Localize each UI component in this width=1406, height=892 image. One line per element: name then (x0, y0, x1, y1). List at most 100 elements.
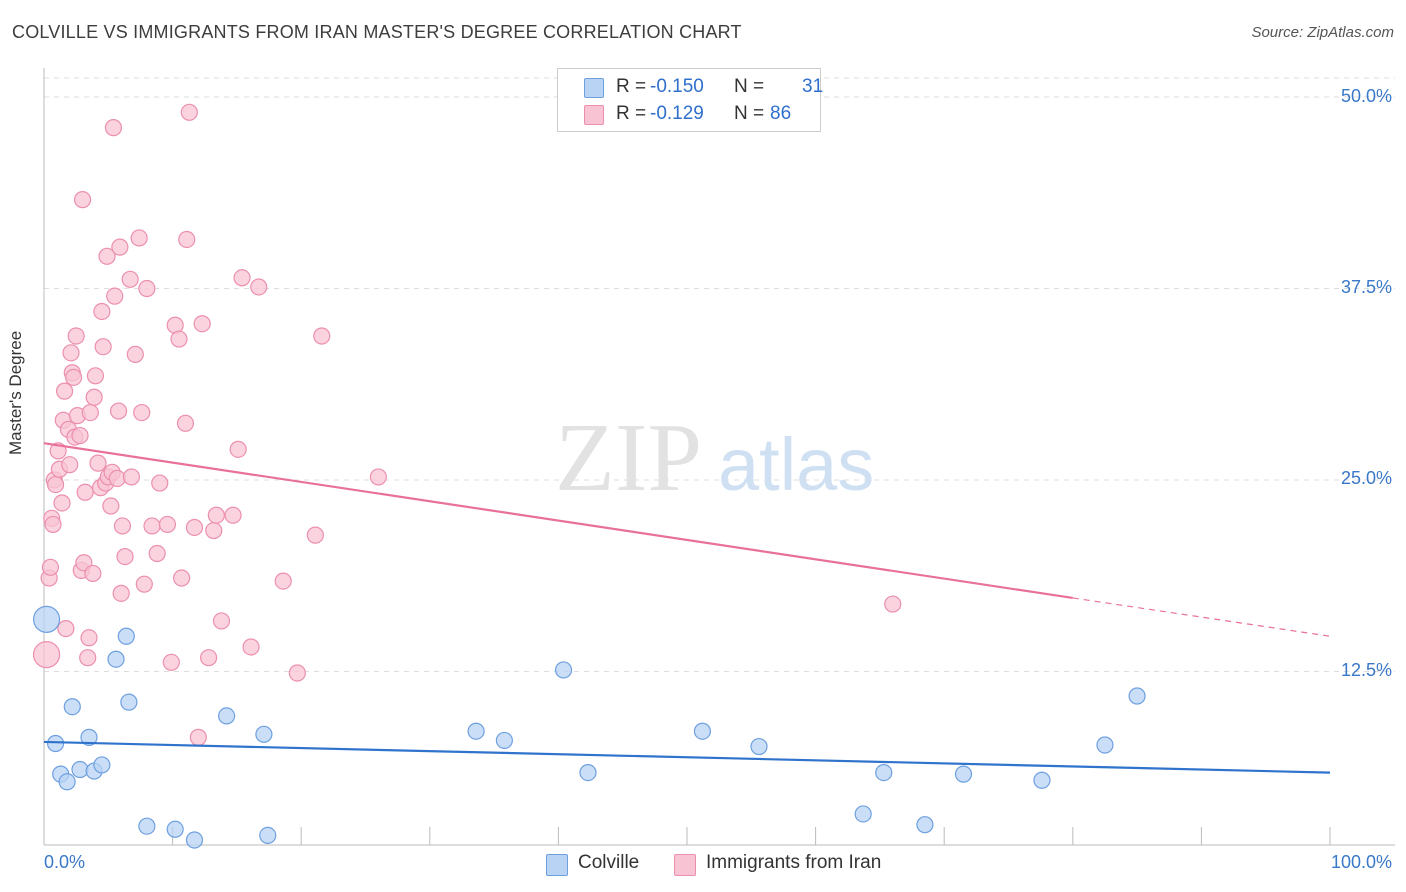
pink-point (41, 558, 60, 576)
pink-point (67, 327, 85, 345)
pink-point (80, 629, 98, 647)
pink-point (93, 302, 111, 321)
blue-point (166, 820, 184, 838)
blue-swatch (584, 78, 604, 98)
pink-point (884, 595, 902, 613)
pink-point (98, 247, 116, 265)
blue-point (80, 728, 98, 746)
pink-point (106, 287, 124, 305)
pink-point (62, 344, 80, 362)
pink-point (224, 506, 242, 524)
pink-point (113, 517, 132, 535)
watermark: ZIP atlas (555, 404, 874, 512)
pink-point (180, 103, 198, 121)
legend-n-value: 31 (802, 76, 824, 97)
pink-point (122, 468, 141, 486)
pink-point (185, 518, 204, 537)
pink-point (89, 454, 107, 472)
pink-point (207, 506, 225, 524)
blue-point (58, 773, 76, 791)
pink-point (76, 483, 94, 501)
stats-legend: R = -0.150 N = 31 R = -0.129 N = 86 (557, 68, 824, 132)
pink-point (71, 426, 89, 445)
blue-point (1128, 687, 1146, 705)
blue-point (107, 650, 125, 668)
pink-point (102, 497, 120, 515)
bottom-legend-iran-label: Immigrants from Iran (706, 852, 882, 873)
pink-point (94, 338, 112, 356)
legend-r-label: R = (616, 103, 647, 124)
pink-point (143, 517, 161, 535)
y-axis-label: Master's Degree (6, 330, 25, 455)
watermark-zip: ZIP (555, 404, 702, 512)
y-tick-label-25: 25.0% (1340, 468, 1392, 488)
pink-point (193, 315, 211, 333)
pink-point (288, 664, 306, 682)
chart-title: COLVILLE VS IMMIGRANTS FROM IRAN MASTER'… (12, 22, 742, 42)
pink-point (176, 414, 195, 432)
blue-point (63, 698, 81, 716)
blue-trend-line (43, 740, 1331, 774)
x-tick-label-min: 0.0% (44, 852, 86, 872)
pink-point (162, 653, 180, 671)
pink-point (250, 278, 268, 296)
blue-point (71, 760, 89, 779)
pink-series-points (32, 103, 902, 746)
pink-point (212, 612, 231, 630)
pink-point (130, 229, 148, 247)
pink-point (109, 402, 128, 420)
legend-r-label: R = (616, 76, 647, 97)
pink-point (85, 388, 103, 406)
blue-point (1096, 736, 1114, 754)
pink-point (126, 345, 144, 363)
pink-point (116, 547, 134, 566)
blue-point (46, 734, 65, 753)
blue-point (916, 816, 934, 834)
pink-point (81, 403, 99, 422)
pink-point (233, 269, 251, 287)
pink-point (189, 728, 207, 746)
pink-point (313, 327, 331, 345)
pink-point (135, 575, 153, 593)
pink-point (173, 569, 191, 587)
legend-n-value: 86 (770, 103, 792, 124)
pink-point (86, 367, 105, 385)
pink-point (53, 494, 71, 512)
blue-point (875, 763, 893, 782)
pink-point (64, 368, 83, 386)
pink-point (73, 191, 92, 209)
y-tick-label-12-5: 12.5% (1340, 660, 1392, 680)
blue-point (467, 722, 485, 740)
blue-point (954, 765, 973, 783)
pink-point (151, 474, 169, 492)
blue-point (579, 763, 597, 782)
pink-point (112, 584, 130, 602)
x-tick-label-max: 100.0% (1330, 852, 1392, 872)
blue-point (693, 722, 712, 740)
y-tick-label-37-5: 37.5% (1340, 277, 1392, 297)
pink-point (200, 649, 218, 667)
blue-point (1033, 771, 1051, 789)
blue-point (138, 817, 156, 835)
blue-point (117, 627, 135, 645)
blue-swatch (546, 854, 568, 876)
pink-point (369, 468, 387, 486)
y-tick-label-50: 50.0% (1340, 86, 1392, 106)
pink-point (170, 330, 188, 348)
pink-point (306, 526, 324, 544)
pink-point (138, 279, 156, 298)
legend-r-value: -0.129 (650, 103, 704, 124)
source-label: Source: ZipAtlas.com (1251, 24, 1394, 41)
pink-trend-extension (1072, 597, 1331, 637)
pink-point (84, 564, 102, 583)
legend-n-label: N = (734, 76, 765, 97)
legend-r-value: -0.150 (650, 76, 704, 97)
axes (43, 68, 1395, 846)
blue-point (495, 731, 513, 750)
gridlines (44, 77, 1395, 672)
pink-point (79, 649, 97, 667)
pink-point (229, 440, 247, 458)
blue-point (854, 805, 872, 823)
blue-point (750, 737, 768, 756)
